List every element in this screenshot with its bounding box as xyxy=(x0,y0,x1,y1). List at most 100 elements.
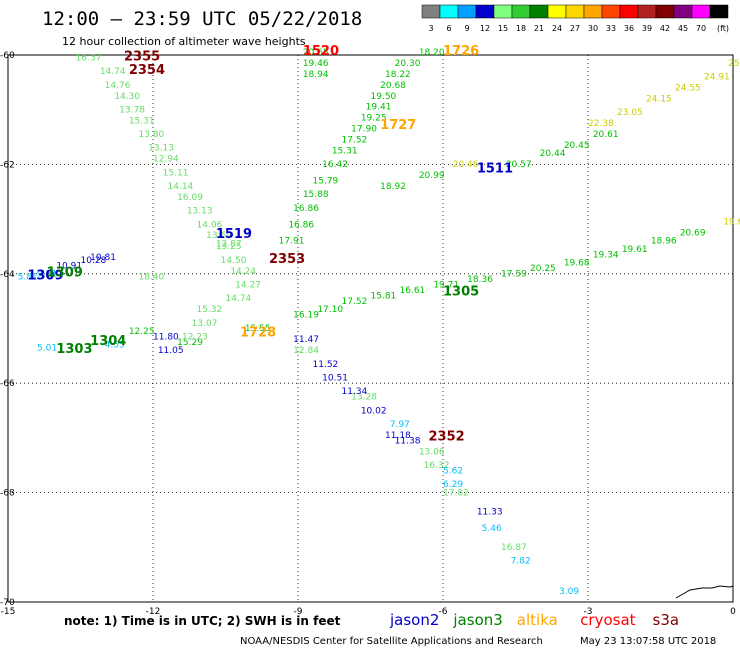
wave-height-label: 15.31 xyxy=(129,116,155,126)
colorbar-label: 9 xyxy=(464,24,469,33)
colorbar-swatch xyxy=(601,4,621,19)
colorbar-swatch xyxy=(529,4,549,19)
wave-height-label: 17.10 xyxy=(317,305,343,315)
wave-height-label: 19.68 xyxy=(564,259,590,269)
wave-height-label: 9.51 xyxy=(37,270,57,280)
chart-subtitle: 12 hour collection of altimeter wave hei… xyxy=(62,35,306,48)
time-label: 1309 xyxy=(27,268,63,283)
wave-height-label: 10.81 xyxy=(90,253,116,263)
colorbar-swatch xyxy=(547,4,567,19)
x-tick-label: -6 xyxy=(439,607,448,617)
wave-height-label: 18.40 xyxy=(139,272,165,282)
legend-cryosat: cryosat xyxy=(580,611,635,629)
colorbar-swatch xyxy=(439,4,459,19)
wave-height-label: 14.30 xyxy=(114,92,140,102)
wave-height-label: 15.81 xyxy=(371,291,397,301)
wave-height-label: 15.79 xyxy=(313,177,339,187)
wave-height-label: 16.37 xyxy=(76,53,102,63)
wave-height-label: 18.36 xyxy=(467,275,493,285)
wave-height-label: 11.80 xyxy=(153,332,179,342)
wave-height-label: 19.64 xyxy=(723,218,740,228)
wave-height-label: 20.61 xyxy=(593,130,619,140)
wave-height-label: 11.34 xyxy=(342,387,368,397)
wave-height-label: 4.55 xyxy=(105,341,125,351)
wave-height-label: 13.69 xyxy=(206,231,232,241)
colorbar-swatch xyxy=(709,4,729,19)
wave-height-label: 19.34 xyxy=(593,250,619,260)
time-label: 2355 xyxy=(124,49,160,64)
wave-height-label: 12.84 xyxy=(293,346,319,356)
colorbar-label: (ft) xyxy=(717,24,729,33)
wave-height-label: 20.57 xyxy=(506,160,532,170)
wave-height-label: 20.45 xyxy=(564,141,590,151)
wave-height-label: 16.86 xyxy=(293,204,319,214)
footer-credit: NOAA/NESDIS Center for Satellite Applica… xyxy=(240,636,543,647)
wave-height-label: 13.06 xyxy=(419,447,445,457)
wave-height-label: 14.50 xyxy=(221,256,247,266)
wave-height-label: 13.13 xyxy=(148,144,174,154)
x-tick-label: -3 xyxy=(584,607,593,617)
wave-height-label: 14.14 xyxy=(168,182,194,192)
colorbar-swatch xyxy=(565,4,585,19)
wave-height-label: 12.25 xyxy=(129,327,155,337)
time-label: 1519 xyxy=(216,227,252,242)
wave-height-label: 11.18 xyxy=(385,431,411,441)
wave-height-label: 20.30 xyxy=(395,59,421,69)
wave-height-label: 13.13 xyxy=(187,207,213,217)
wave-height-label: 17.82 xyxy=(443,488,469,498)
wave-height-label: 12.94 xyxy=(153,155,179,165)
time-label: 2353 xyxy=(269,252,305,267)
colorbar-label: 36 xyxy=(624,24,634,33)
colorbar-label: 18 xyxy=(516,24,526,33)
satellite-legend: jason2 jason3 altika cryosat s3a xyxy=(389,611,679,629)
wave-height-label: 16.87 xyxy=(501,543,527,553)
wave-height-label: 3.09 xyxy=(559,587,579,597)
time-label: 2352 xyxy=(429,430,465,445)
legend-altika: altika xyxy=(517,611,558,629)
wave-height-label: 20.99 xyxy=(419,171,445,181)
wave-height-label: 18.92 xyxy=(380,182,406,192)
time-label: 1309 xyxy=(47,266,83,281)
wave-height-label: 19.71 xyxy=(433,280,459,290)
wave-height-label: 14.74 xyxy=(226,294,252,304)
footnote: note: 1) Time is in UTC; 2) SWH is in fe… xyxy=(64,614,341,628)
colorbar-label: 27 xyxy=(570,24,580,33)
time-label: 1304 xyxy=(90,334,126,349)
wave-height-label: 13.25 xyxy=(216,242,242,252)
colorbar-label: 3 xyxy=(428,24,433,33)
colorbar-swatch xyxy=(421,4,441,19)
wave-height-label: 20.68 xyxy=(380,81,406,91)
wave-height-label: 18.96 xyxy=(651,237,677,247)
x-tick-label: -15 xyxy=(1,607,16,617)
time-label: 1728 xyxy=(240,326,276,341)
wave-height-label: 16.19 xyxy=(293,311,319,321)
wave-height-label: 10.02 xyxy=(361,406,387,416)
colorbar-swatch xyxy=(637,4,657,19)
colorbar-swatch xyxy=(583,4,603,19)
grid-lines xyxy=(8,55,733,602)
wave-height-label: 11.47 xyxy=(293,335,319,345)
colorbar: 3 6 9 12 15 18 21 24 27 30 33 36 39 42 45 70 (ft) xyxy=(421,4,729,33)
y-tick-label: -64 xyxy=(0,270,15,280)
wave-height-label: 15.32 xyxy=(197,305,223,315)
wave-height-label: 14.74 xyxy=(100,67,126,77)
chart-title: 12:00 – 23:59 UTC 05/22/2018 xyxy=(42,8,362,30)
wave-height-label: 15.31 xyxy=(332,146,358,156)
wave-height-label: 17.52 xyxy=(342,297,368,307)
wave-height-label: 10.28 xyxy=(81,256,107,266)
colorbar-label: 33 xyxy=(606,24,616,33)
colorbar-swatch xyxy=(691,4,711,19)
wave-height-label: 20.69 xyxy=(680,229,706,239)
wave-height-label: 17.90 xyxy=(351,125,377,135)
colorbar-swatch xyxy=(511,4,531,19)
wave-height-label: 18.20 xyxy=(419,48,445,58)
colorbar-label: 39 xyxy=(642,24,652,33)
x-tick-label: 0 xyxy=(730,607,736,617)
wave-height-label: 5.62 xyxy=(443,466,463,476)
wave-height-label: 11.52 xyxy=(313,360,339,370)
wave-height-label: 7.82 xyxy=(511,557,531,567)
wave-height-label: 14.06 xyxy=(197,220,223,230)
plot-area xyxy=(7,54,734,603)
